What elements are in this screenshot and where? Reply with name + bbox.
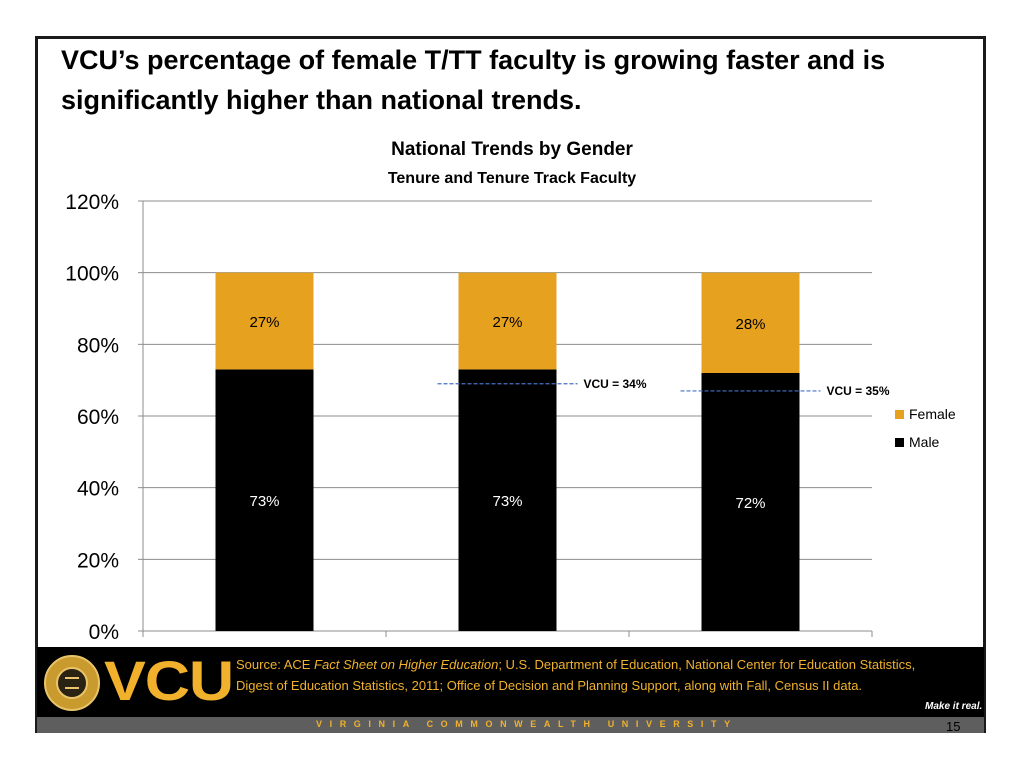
legend-swatch-female <box>895 410 904 419</box>
bar-female-3 <box>701 272 800 373</box>
bar-male-2 <box>458 369 557 631</box>
legend-label-female: Female <box>909 406 956 422</box>
bar-male-1 <box>215 369 314 631</box>
seal-center <box>56 667 88 699</box>
y-tick-label: 100% <box>65 263 119 286</box>
seal-pillars <box>65 677 79 689</box>
data-label-female-2: 27% <box>492 314 522 331</box>
source-prefix: Source: ACE <box>236 657 315 672</box>
chart-title: National Trends by Gender <box>391 139 633 160</box>
data-label-male-2: 73% <box>492 493 522 510</box>
bar-female-2 <box>458 272 557 370</box>
university-name: VIRGINIA COMMONWEALTH UNIVERSITY <box>316 719 738 729</box>
source-rest: ; U.S. Department of Education, National… <box>236 657 916 693</box>
data-label-female-3: 28% <box>735 316 765 333</box>
bar-male-3 <box>701 373 800 631</box>
y-tick-label: 40% <box>77 478 119 501</box>
data-label-male-1: 73% <box>249 493 279 510</box>
footer-strip <box>37 717 984 733</box>
legend-label-male: Male <box>909 434 940 450</box>
data-label-female-1: 27% <box>249 314 279 331</box>
footer-bar <box>37 647 984 717</box>
legend-swatch-male <box>895 438 904 447</box>
y-tick-label: 20% <box>77 549 119 572</box>
y-tick-label: 0% <box>89 621 119 644</box>
y-tick-label: 60% <box>77 406 119 429</box>
bar-female-1 <box>215 272 314 370</box>
vcu-annotation-1: VCU = 34% <box>584 377 647 391</box>
y-tick-label: 120% <box>65 191 119 214</box>
vcu-annotation-2: VCU = 35% <box>827 384 890 398</box>
slide-headline: VCU’s percentage of female T/TT faculty … <box>61 45 886 115</box>
source-italic-title: Fact Sheet on Higher Education <box>314 657 499 672</box>
page-number: 15 <box>946 719 961 734</box>
data-label-male-3: 72% <box>735 495 765 512</box>
y-tick-label: 80% <box>77 334 119 357</box>
chart-subtitle: Tenure and Tenure Track Faculty <box>388 170 636 187</box>
tagline: Make it real. <box>925 701 983 712</box>
vcu-logo: VCU <box>104 649 234 712</box>
source-citation: Source: ACE Fact Sheet on Higher Educati… <box>236 654 916 696</box>
university-seal-icon <box>44 655 100 711</box>
